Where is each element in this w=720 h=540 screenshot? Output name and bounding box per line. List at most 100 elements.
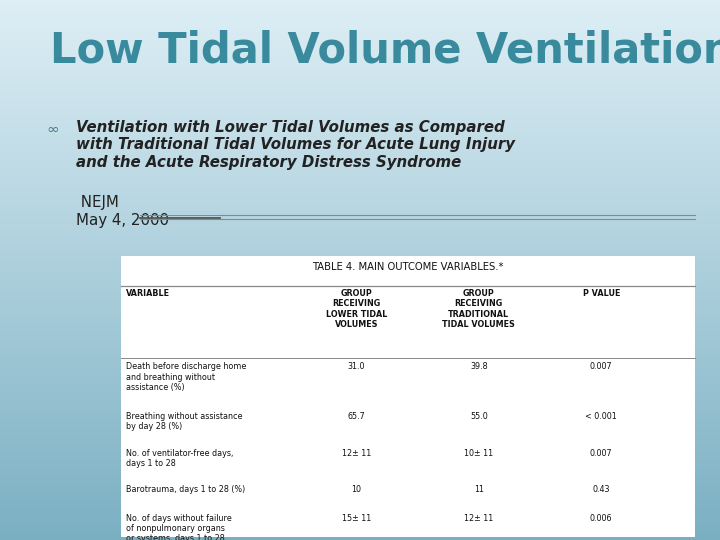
Bar: [0, 526, 720, 529]
Bar: [0, 481, 720, 483]
Bar: [0, 8, 720, 11]
Bar: [0, 221, 720, 224]
Bar: [0, 456, 720, 459]
Bar: [0, 532, 720, 535]
Text: No. of days without failure
of nonpulmonary organs
or systems, days 1 to 28: No. of days without failure of nonpulmon…: [126, 514, 232, 540]
Text: VARIABLE: VARIABLE: [126, 289, 170, 298]
Bar: [0, 494, 720, 497]
Bar: [0, 130, 720, 132]
Bar: [0, 76, 720, 78]
Bar: [0, 19, 720, 22]
Bar: [0, 240, 720, 243]
Bar: [0, 340, 720, 343]
Text: No. of ventilator-free days,
days 1 to 28: No. of ventilator-free days, days 1 to 2…: [126, 449, 233, 468]
Bar: [0, 57, 720, 59]
Bar: [0, 116, 720, 119]
Bar: [0, 38, 720, 40]
Bar: [0, 81, 720, 84]
Bar: [0, 435, 720, 437]
Bar: [121, 256, 695, 537]
Bar: [0, 462, 720, 464]
Bar: [0, 178, 720, 181]
Bar: [0, 68, 720, 70]
Bar: [0, 524, 720, 526]
Bar: [0, 418, 720, 421]
Bar: [0, 389, 720, 392]
Bar: [0, 278, 720, 281]
Text: 0.006: 0.006: [590, 514, 613, 523]
Bar: [0, 362, 720, 364]
Bar: [0, 216, 720, 219]
Bar: [0, 14, 720, 16]
Text: 12± 11: 12± 11: [342, 449, 371, 458]
Text: Ventilation with Lower Tidal Volumes as Compared
with Traditional Tidal Volumes : Ventilation with Lower Tidal Volumes as …: [76, 120, 515, 170]
Bar: [0, 108, 720, 111]
Bar: [0, 251, 720, 254]
Bar: [0, 97, 720, 100]
Bar: [0, 440, 720, 443]
Bar: [0, 165, 720, 167]
Bar: [0, 5, 720, 8]
Bar: [0, 294, 720, 297]
Bar: [0, 151, 720, 154]
Bar: [0, 27, 720, 30]
Bar: [0, 227, 720, 229]
Bar: [0, 297, 720, 300]
Bar: [0, 235, 720, 238]
Bar: [0, 3, 720, 5]
Bar: [0, 402, 720, 405]
Bar: [0, 505, 720, 508]
Text: ∞: ∞: [47, 122, 60, 137]
Bar: [0, 416, 720, 418]
Bar: [0, 367, 720, 370]
Bar: [0, 343, 720, 346]
Bar: [0, 443, 720, 445]
Bar: [0, 529, 720, 532]
Bar: [0, 502, 720, 505]
Bar: [0, 267, 720, 270]
Bar: [0, 467, 720, 470]
Bar: [0, 408, 720, 410]
Bar: [0, 475, 720, 478]
Bar: [0, 135, 720, 138]
Bar: [0, 49, 720, 51]
Text: 39.8: 39.8: [470, 362, 487, 372]
Bar: [0, 324, 720, 327]
Bar: [0, 40, 720, 43]
Bar: [0, 472, 720, 475]
Bar: [0, 381, 720, 383]
Bar: [0, 410, 720, 413]
Bar: [0, 516, 720, 518]
Bar: [0, 397, 720, 400]
Bar: [0, 124, 720, 127]
Bar: [0, 459, 720, 462]
Bar: [0, 310, 720, 313]
Bar: [0, 232, 720, 235]
Bar: [0, 213, 720, 216]
Bar: [0, 170, 720, 173]
Bar: [0, 270, 720, 273]
Text: NEJM
May 4, 2000: NEJM May 4, 2000: [76, 195, 168, 228]
Bar: [0, 146, 720, 148]
Bar: [0, 0, 720, 3]
Bar: [0, 451, 720, 454]
Bar: [0, 138, 720, 140]
Bar: [0, 259, 720, 262]
Bar: [0, 189, 720, 192]
Bar: [0, 243, 720, 246]
Bar: [0, 132, 720, 135]
Text: TABLE 4. MAIN OUTCOME VARIABLES.*: TABLE 4. MAIN OUTCOME VARIABLES.*: [312, 262, 503, 272]
Bar: [0, 159, 720, 162]
Bar: [0, 429, 720, 432]
Bar: [0, 400, 720, 402]
Bar: [0, 335, 720, 338]
Bar: [0, 332, 720, 335]
Bar: [0, 173, 720, 176]
Bar: [0, 486, 720, 489]
Bar: [0, 273, 720, 275]
Bar: [0, 78, 720, 81]
Bar: [0, 59, 720, 62]
Text: GROUP
RECEIVING
LOWER TIDAL
VOLUMES: GROUP RECEIVING LOWER TIDAL VOLUMES: [325, 289, 387, 329]
Bar: [0, 197, 720, 200]
Bar: [0, 521, 720, 524]
